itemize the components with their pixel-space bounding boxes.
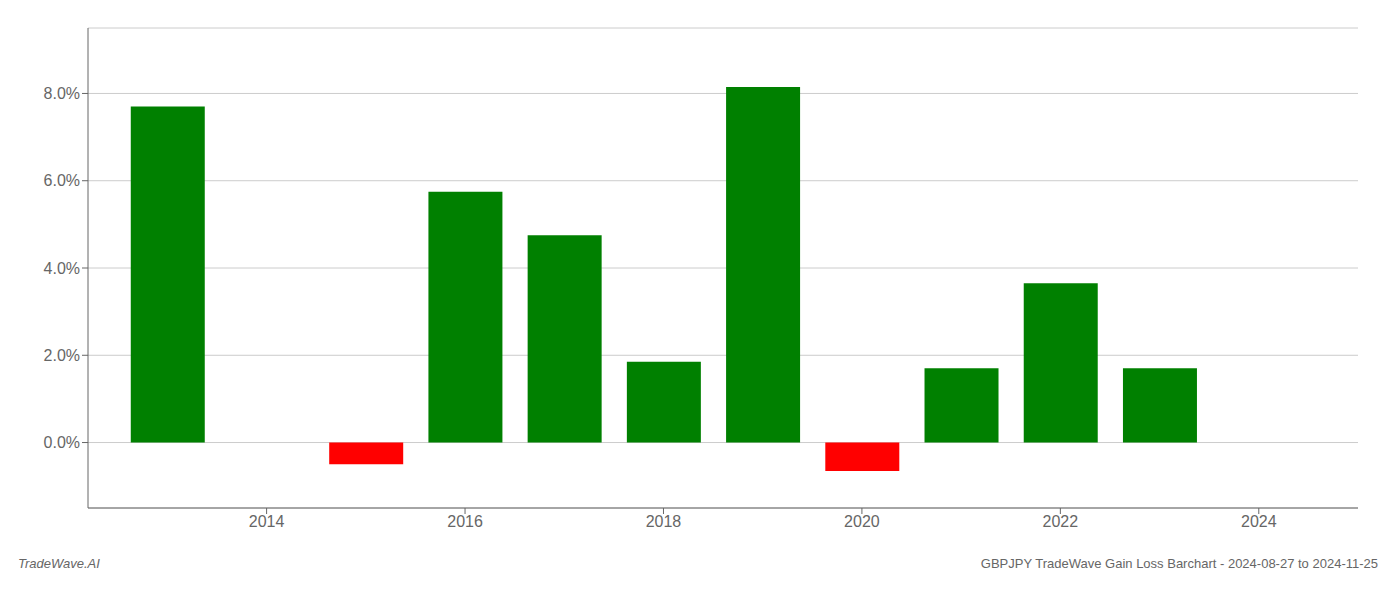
svg-text:0.0%: 0.0%	[44, 434, 80, 451]
svg-text:2020: 2020	[844, 513, 880, 530]
svg-text:2022: 2022	[1043, 513, 1079, 530]
svg-text:4.0%: 4.0%	[44, 260, 80, 277]
svg-text:8.0%: 8.0%	[44, 85, 80, 102]
svg-text:2018: 2018	[646, 513, 682, 530]
svg-text:2016: 2016	[447, 513, 483, 530]
svg-text:2.0%: 2.0%	[44, 347, 80, 364]
svg-text:2024: 2024	[1241, 513, 1277, 530]
svg-text:2014: 2014	[249, 513, 285, 530]
svg-text:6.0%: 6.0%	[44, 172, 80, 189]
html-text:GBPJPY TradeWave Gain Loss Bar: GBPJPY TradeWave Gain Loss Barchart - 20…	[980, 555, 1378, 571]
html-text:TradeWave.AI: TradeWave.AI	[18, 555, 100, 571]
